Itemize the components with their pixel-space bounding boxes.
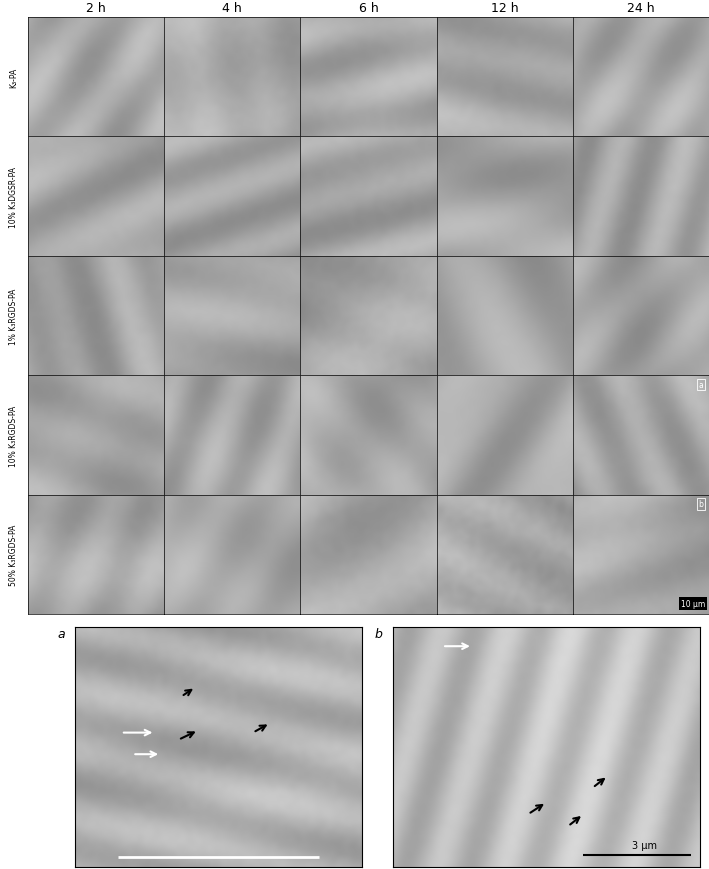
Text: 10% K₃DGSR-PA: 10% K₃DGSR-PA — [9, 166, 18, 228]
Text: 10% K₃RGDS-PA: 10% K₃RGDS-PA — [9, 405, 18, 466]
Text: 24 h: 24 h — [627, 3, 654, 16]
Text: a: a — [57, 627, 65, 640]
Text: b: b — [698, 500, 703, 508]
Text: 6 h: 6 h — [359, 3, 379, 16]
Text: b: b — [375, 627, 383, 640]
Text: K₃-PA: K₃-PA — [9, 68, 18, 88]
Text: 50% K₃RGDS-PA: 50% K₃RGDS-PA — [9, 524, 18, 586]
Text: a: a — [699, 381, 703, 389]
Text: 12 h: 12 h — [491, 3, 518, 16]
Text: 4 h: 4 h — [223, 3, 242, 16]
Text: 2 h: 2 h — [86, 3, 106, 16]
Text: 3 μm: 3 μm — [632, 840, 657, 850]
Text: 10 μm: 10 μm — [681, 600, 705, 608]
Text: 1% K₃RGDS-PA: 1% K₃RGDS-PA — [9, 288, 18, 344]
